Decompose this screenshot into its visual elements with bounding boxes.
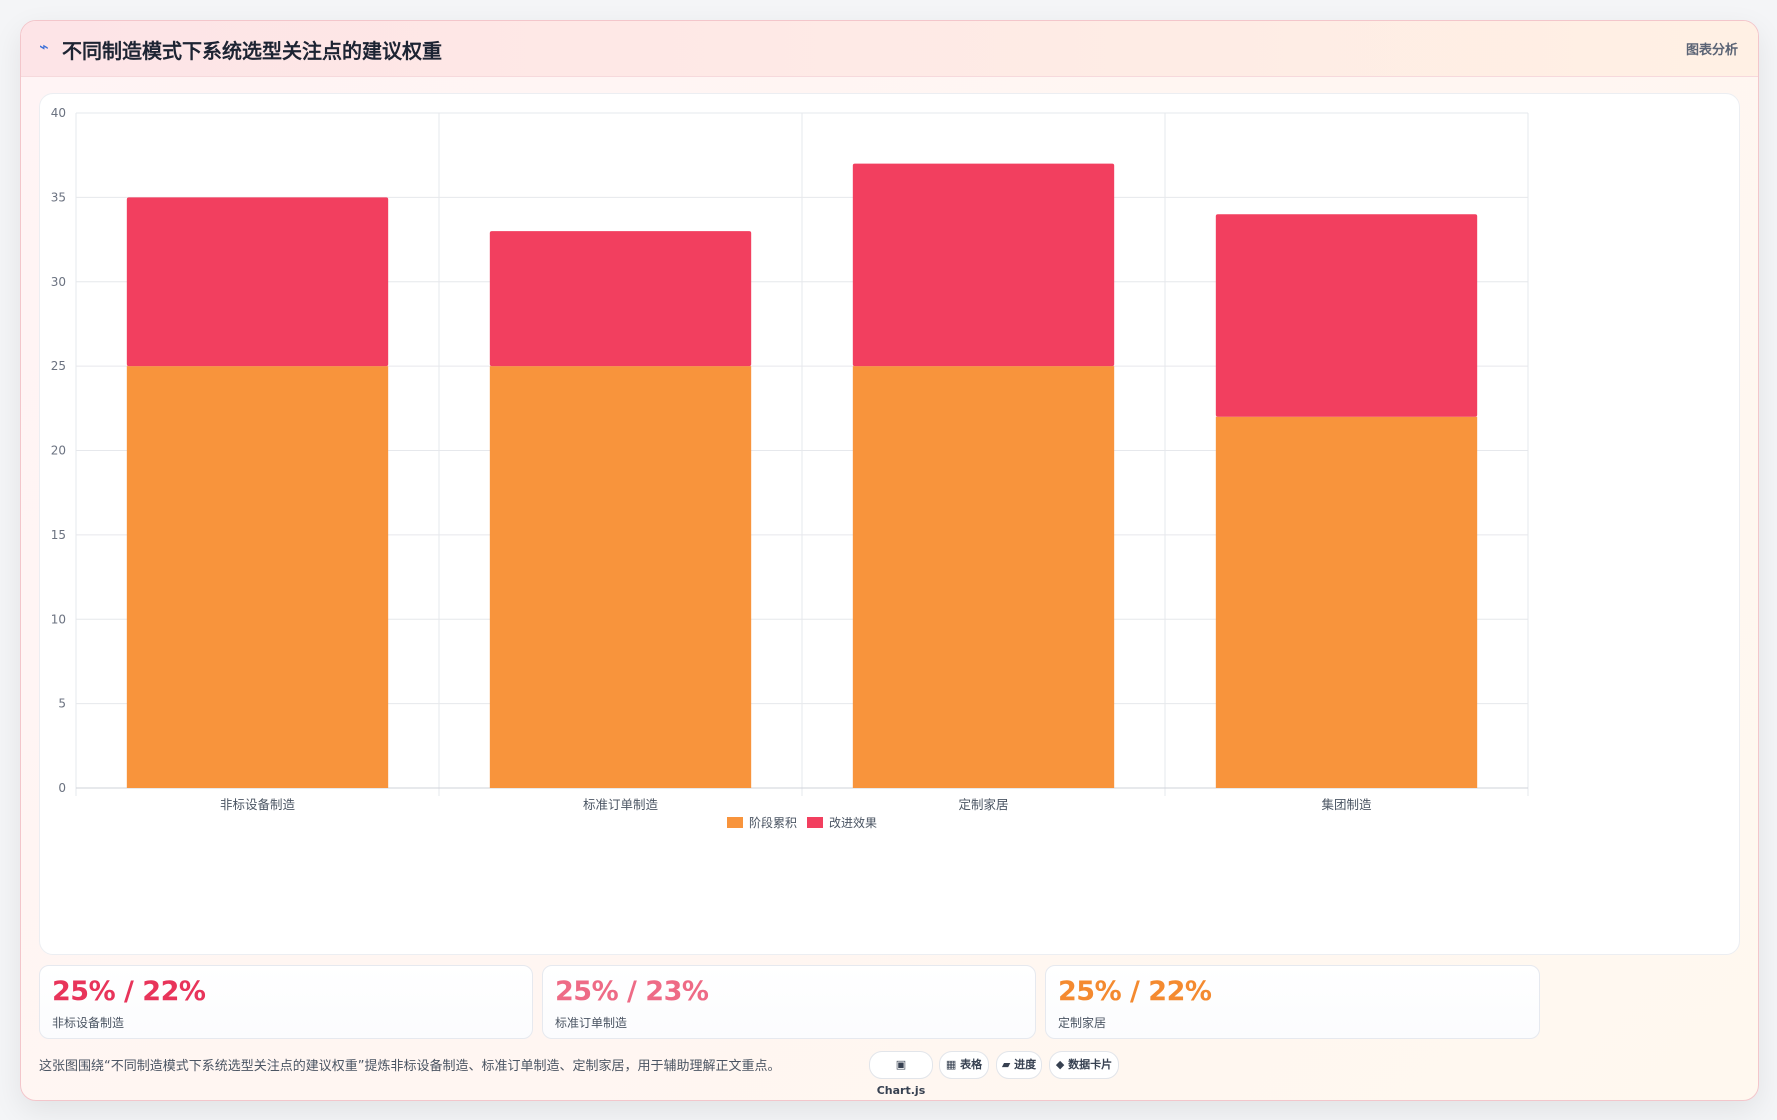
bar-improvement-effect (489, 231, 752, 367)
bar-stage-accumulation (852, 366, 1115, 788)
stacked-bar-chart: 0 5 10 15 20 25 30 35 40 非标设备制造 标准订单制造 定制家居 集团制造阶段累积… (51, 106, 1529, 830)
chart-description: 这张图围绕“不同制造模式下系统选型关注点的建议权重”提炼非标设备制造、标准订单制… (39, 1059, 781, 1074)
stat-value: 25% / 22% (1058, 976, 1212, 1007)
y-tick-label: 30 (51, 275, 66, 289)
y-tick-label: 40 (51, 106, 66, 120)
x-tick-label: 非标设备制造 (220, 797, 296, 812)
y-tick-label: 35 (51, 190, 66, 204)
chart-panel: 0 5 10 15 20 25 30 35 40 非标设备制造 标准订单制造 定制家居 集团制造阶段累积… (39, 93, 1740, 955)
bar-improvement-effect (852, 163, 1115, 367)
bar-improvement-effect (126, 197, 389, 367)
legend-label: 改进效果 (829, 815, 877, 830)
y-tick-label: 25 (51, 359, 66, 373)
stat-value: 25% / 23% (555, 976, 709, 1007)
bar-stage-accumulation (489, 366, 752, 788)
stat-label: 定制家居 (1058, 1016, 1107, 1030)
stat-card-1: 25% / 22% 非标设备制造 (39, 965, 533, 1039)
tag-table[interactable]: ▦ 表格 (939, 1051, 989, 1079)
tag-progress[interactable]: ▰ 进度 (996, 1051, 1042, 1079)
legend-swatch (727, 817, 743, 828)
legend-label: 阶段累积 (749, 815, 797, 830)
card-header: ⌁ 不同制造模式下系统选型关注点的建议权重 图表分析 (21, 21, 1758, 77)
page-title: 不同制造模式下系统选型关注点的建议权重 (62, 39, 442, 63)
tag-chartjs[interactable]: ▣ Chart.js (869, 1051, 933, 1097)
bar-stage-accumulation (1215, 416, 1478, 788)
bar-improvement-effect (1215, 214, 1478, 417)
x-tick-label: 集团制造 (1321, 797, 1372, 812)
stat-label: 非标设备制造 (52, 1016, 125, 1030)
chart-analysis-button[interactable]: 图表分析 (1685, 43, 1738, 58)
bar-stage-accumulation (126, 366, 389, 788)
x-tick-label: 标准订单制造 (583, 797, 659, 812)
y-tick-label: 0 (58, 781, 66, 795)
stat-card-3: 25% / 22% 定制家居 (1045, 965, 1540, 1039)
x-tick-label: 定制家居 (958, 797, 1008, 812)
legend-swatch (807, 817, 823, 828)
stat-label: 标准订单制造 (555, 1016, 628, 1030)
y-tick-label: 20 (51, 444, 66, 458)
y-tick-label: 15 (51, 528, 66, 542)
y-tick-label: 10 (51, 612, 66, 626)
stat-card-2: 25% / 23% 标准订单制造 (542, 965, 1036, 1039)
chart-card: ⌁ 不同制造模式下系统选型关注点的建议权重 图表分析 0 5 10 15 20 25 30 3… (20, 20, 1759, 1101)
y-tick-label: 5 (58, 697, 66, 711)
stat-value: 25% / 22% (52, 976, 206, 1007)
tag-data-card[interactable]: ◆ 数据卡片 (1049, 1051, 1119, 1079)
lightning-icon: ⌁ (39, 37, 49, 56)
